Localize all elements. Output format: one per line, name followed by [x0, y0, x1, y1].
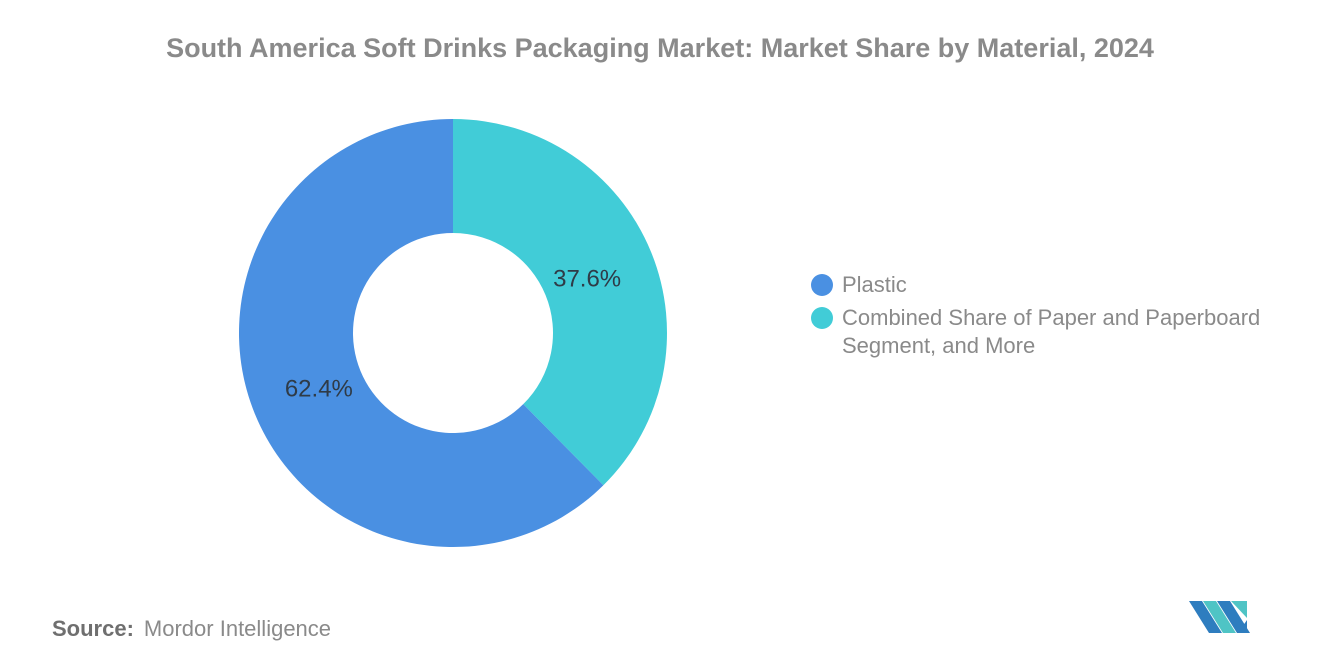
slice-percentage-label: 62.4%: [285, 375, 353, 402]
source-label: Source:: [52, 616, 134, 641]
source-line: Source: Mordor Intelligence: [52, 616, 331, 642]
logo-stem-top: [1231, 601, 1247, 618]
logo-right-stroke: [1217, 601, 1250, 633]
legend-item-2: Combined Share of Paper and Paperboard S…: [811, 304, 1272, 360]
mordor-intelligence-logo: [1189, 601, 1250, 633]
logo-left-stroke: [1189, 601, 1222, 633]
donut-chart: 37.6% 62.4%: [239, 119, 667, 547]
chart-title: South America Soft Drinks Packaging Mark…: [166, 33, 1154, 63]
legend-marker-icon: [811, 274, 833, 296]
slice-percentage-label: 37.6%: [553, 265, 621, 292]
legend: Plastic Combined Share of Paper and Paper…: [811, 271, 1272, 360]
source-name: Mordor Intelligence: [143, 616, 332, 641]
legend-label: Combined Share of Paper and Paperboard S…: [842, 305, 1261, 358]
logo-stem-bottom: [1238, 620, 1247, 633]
donut-slice-combined-share: [453, 119, 667, 486]
legend-label: Plastic: [842, 272, 907, 297]
legend-item-1: Plastic: [811, 271, 1272, 299]
donut-slice-plastic: [239, 119, 604, 547]
logo-middle-stroke: [1203, 601, 1236, 633]
legend-marker-icon: [811, 307, 833, 329]
